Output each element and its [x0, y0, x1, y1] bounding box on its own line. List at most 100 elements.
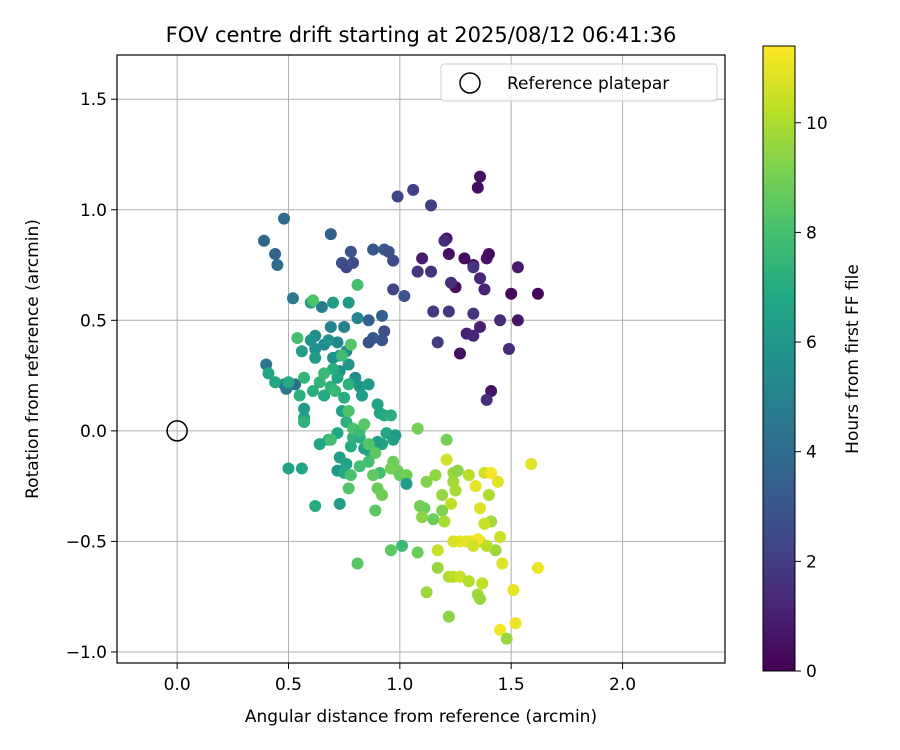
data-point	[376, 309, 389, 322]
legend-label: Reference platepar	[507, 74, 669, 94]
data-point	[531, 561, 544, 574]
data-point	[282, 462, 295, 475]
data-point	[269, 247, 282, 260]
y-tick-label: 1.0	[80, 201, 107, 221]
y-axis-ticks: −1.0 −0.5 0.0 0.5 1.0 1.5	[66, 90, 117, 663]
data-point	[453, 570, 466, 583]
data-point	[362, 378, 375, 391]
data-point	[427, 305, 440, 318]
data-point	[278, 212, 291, 225]
data-point	[445, 497, 458, 510]
x-tick-label: 0.0	[164, 675, 191, 695]
data-point	[440, 433, 453, 446]
data-point	[318, 389, 331, 402]
data-point	[431, 544, 444, 557]
data-point	[315, 301, 328, 314]
data-point	[411, 265, 424, 278]
data-point	[347, 256, 360, 269]
data-point	[451, 464, 464, 477]
data-point	[427, 513, 440, 526]
data-point	[344, 338, 357, 351]
y-tick-label: −0.5	[66, 532, 107, 552]
data-point	[384, 462, 397, 475]
colorbar: 0 2 4 6 8 10 Hours from first FF file	[762, 45, 863, 682]
data-point	[494, 623, 507, 636]
data-point	[293, 389, 306, 402]
data-point	[324, 320, 337, 333]
data-point	[502, 343, 515, 356]
data-point	[369, 504, 382, 517]
data-point	[507, 584, 520, 597]
data-point	[474, 502, 487, 515]
x-tick-label: 2.0	[609, 675, 636, 695]
data-point	[438, 234, 451, 247]
data-point	[286, 292, 299, 305]
data-point	[400, 469, 413, 482]
data-point	[509, 617, 522, 630]
data-point	[257, 234, 270, 247]
data-point	[442, 305, 455, 318]
data-point	[482, 247, 495, 260]
data-point	[438, 515, 451, 528]
colorbar-label: Hours from first FF file	[843, 264, 863, 454]
data-point	[367, 243, 380, 256]
data-point	[531, 287, 544, 300]
data-point	[440, 453, 453, 466]
data-point	[491, 475, 504, 488]
data-point	[387, 433, 400, 446]
data-point	[474, 170, 487, 183]
chart-title: FOV centre drift starting at 2025/08/12 …	[166, 23, 677, 47]
data-point	[442, 247, 455, 260]
data-point	[474, 320, 487, 333]
data-point	[324, 433, 337, 446]
data-point	[471, 181, 484, 194]
data-point	[407, 183, 420, 196]
data-point	[425, 199, 438, 212]
data-point	[431, 561, 444, 574]
data-point	[431, 336, 444, 349]
data-point	[335, 349, 348, 362]
data-point	[362, 314, 375, 327]
data-point	[313, 438, 326, 451]
data-point	[331, 371, 344, 384]
data-point	[449, 484, 462, 497]
colorbar-tick-label: 6	[806, 333, 817, 353]
data-point	[436, 504, 449, 517]
data-point	[387, 254, 400, 267]
data-point	[298, 402, 311, 415]
data-point	[329, 385, 342, 398]
data-point	[469, 480, 482, 493]
data-point	[478, 517, 491, 530]
data-point	[485, 466, 498, 479]
data-point	[351, 557, 364, 570]
data-point	[384, 544, 397, 557]
data-point	[295, 345, 308, 358]
data-point	[462, 575, 475, 588]
data-point	[485, 385, 498, 398]
colorbar-tick-label: 4	[806, 443, 817, 463]
data-point	[291, 331, 304, 344]
data-point	[376, 488, 389, 501]
data-point	[416, 511, 429, 524]
data-point	[324, 228, 337, 241]
data-point	[474, 592, 487, 605]
data-point	[342, 482, 355, 495]
data-point	[411, 546, 424, 559]
data-point	[458, 252, 471, 265]
data-point	[467, 329, 480, 342]
data-point	[425, 265, 438, 278]
data-point	[295, 462, 308, 475]
data-point	[384, 409, 397, 422]
data-point	[500, 632, 513, 645]
plot-frame	[116, 54, 726, 664]
y-tick-label: 0.0	[80, 422, 107, 442]
data-point	[478, 283, 491, 296]
data-point	[482, 488, 495, 501]
data-point	[298, 371, 311, 384]
colorbar-gradient	[762, 45, 796, 672]
data-point	[391, 190, 404, 203]
data-point	[411, 422, 424, 435]
data-point	[309, 500, 322, 513]
data-point	[353, 460, 366, 473]
